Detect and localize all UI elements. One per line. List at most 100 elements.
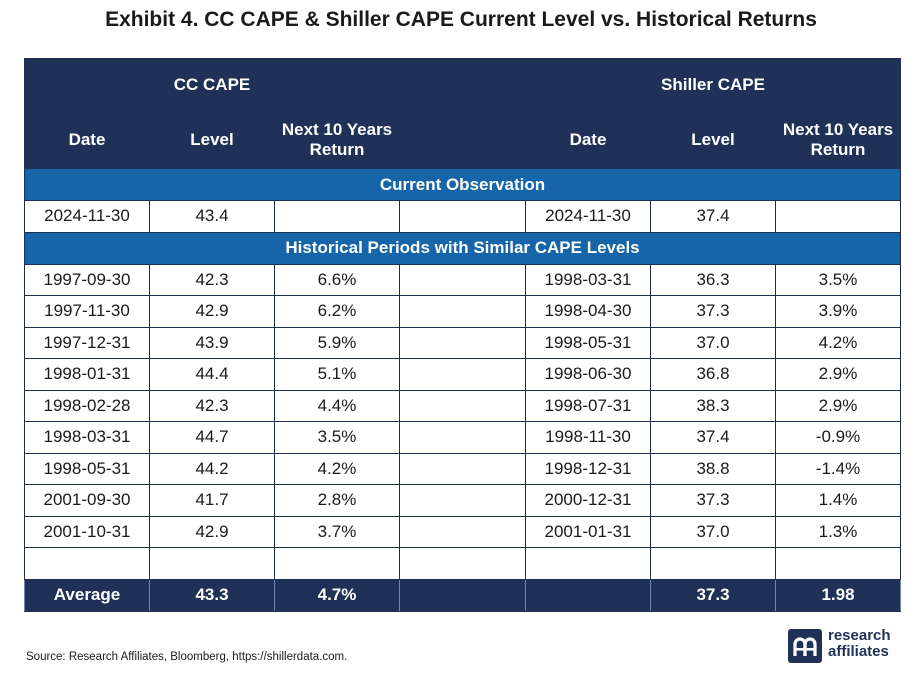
group-header-row: CC CAPE Shiller CAPE — [24, 58, 901, 112]
cc-date-cell: 1998-05-31 — [24, 452, 150, 485]
shiller-return-cell: -0.9% — [775, 421, 901, 454]
cc-date-cell: 1997-11-30 — [24, 295, 150, 328]
shiller-level-cell: 37.3 — [650, 295, 776, 328]
cc-return-header: Next 10 Years Return — [274, 111, 400, 169]
cc-level-header: Level — [149, 111, 275, 169]
average-row: Average 43.3 4.7% 37.3 1.98 — [24, 578, 901, 612]
shiller-date-cell: 1998-06-30 — [525, 358, 651, 391]
shiller-level-cell: 37.3 — [650, 484, 776, 517]
spacer-cell — [399, 515, 526, 548]
shiller-return-cell: 2.9% — [775, 389, 901, 422]
empty-cell — [149, 547, 275, 580]
empty-cell — [24, 547, 150, 580]
shiller-average-return: 1.98 — [775, 578, 901, 612]
shiller-level-cell: 36.8 — [650, 358, 776, 391]
cc-date-cell: 1997-09-30 — [24, 263, 150, 296]
logo-wordmark: research affiliates — [828, 628, 891, 660]
shiller-date-cell: 2001-01-31 — [525, 515, 651, 548]
header-cell-empty — [274, 58, 400, 112]
shiller-level-cell: 37.4 — [650, 421, 776, 454]
spacer-cell — [399, 484, 526, 517]
table-row: 1998-02-28 42.3 4.4% 1998-07-31 38.3 2.9% — [24, 389, 901, 422]
empty-cell — [274, 547, 400, 580]
cc-level-cell: 44.7 — [149, 421, 275, 454]
cc-return-cell: 6.2% — [274, 295, 400, 328]
shiller-date-cell: 1998-05-31 — [525, 326, 651, 359]
empty-cell — [399, 547, 526, 580]
cc-date-cell: 1998-02-28 — [24, 389, 150, 422]
shiller-date-cell: 1998-03-31 — [525, 263, 651, 296]
shiller-date-cell: 1998-07-31 — [525, 389, 651, 422]
empty-cell — [650, 547, 776, 580]
shiller-level-cell: 37.4 — [650, 200, 776, 233]
shiller-date-cell: 1998-04-30 — [525, 295, 651, 328]
spacer-cell — [399, 389, 526, 422]
cc-level-cell: 42.9 — [149, 515, 275, 548]
shiller-return-cell — [775, 200, 901, 233]
header-cell-empty — [399, 58, 526, 112]
spacer-cell — [399, 295, 526, 328]
cc-level-cell: 44.4 — [149, 358, 275, 391]
table-row: 1998-05-31 44.2 4.2% 1998-12-31 38.8 -1.4% — [24, 452, 901, 485]
spacer-cell — [399, 358, 526, 391]
shiller-level-cell: 37.0 — [650, 326, 776, 359]
table-row: 1997-11-30 42.9 6.2% 1998-04-30 37.3 3.9% — [24, 295, 901, 328]
shiller-level-header: Level — [650, 111, 776, 169]
shiller-average-level: 37.3 — [650, 578, 776, 612]
shiller-level-cell: 37.0 — [650, 515, 776, 548]
shiller-level-cell: 38.3 — [650, 389, 776, 422]
table-row: 1997-09-30 42.3 6.6% 1998-03-31 36.3 3.5% — [24, 263, 901, 296]
header-cell-empty — [525, 58, 651, 112]
table-row: 1998-03-31 44.7 3.5% 1998-11-30 37.4 -0.9% — [24, 421, 901, 454]
section-row-historical: Historical Periods with Similar CAPE Lev… — [24, 231, 901, 265]
empty-row — [24, 547, 901, 580]
shiller-date-cell: 1998-12-31 — [525, 452, 651, 485]
shiller-return-cell: -1.4% — [775, 452, 901, 485]
cc-return-cell: 4.2% — [274, 452, 400, 485]
table-row: 1997-12-31 43.9 5.9% 1998-05-31 37.0 4.2% — [24, 326, 901, 359]
cc-return-cell: 6.6% — [274, 263, 400, 296]
shiller-return-cell: 2.9% — [775, 358, 901, 391]
section-label-current: Current Observation — [24, 168, 901, 201]
average-label: Average — [24, 578, 150, 612]
column-header-row: Date Level Next 10 Years Return Date Lev… — [24, 111, 901, 169]
cc-date-cell: 1997-12-31 — [24, 326, 150, 359]
cc-return-cell: 2.8% — [274, 484, 400, 517]
table-row: 2001-09-30 41.7 2.8% 2000-12-31 37.3 1.4% — [24, 484, 901, 517]
shiller-return-cell: 4.2% — [775, 326, 901, 359]
source-note: Source: Research Affiliates, Bloomberg, … — [26, 651, 348, 663]
shiller-level-cell: 36.3 — [650, 263, 776, 296]
shiller-cape-group-header: Shiller CAPE — [650, 58, 776, 112]
spacer-cell — [399, 263, 526, 296]
cc-level-cell: 42.3 — [149, 263, 275, 296]
shiller-return-cell: 1.3% — [775, 515, 901, 548]
research-affiliates-logo: research affiliates — [788, 626, 902, 666]
shiller-return-cell: 1.4% — [775, 484, 901, 517]
spacer-cell — [399, 421, 526, 454]
spacer-cell — [399, 578, 526, 612]
empty-cell — [525, 547, 651, 580]
table-row: 2001-10-31 42.9 3.7% 2001-01-31 37.0 1.3% — [24, 515, 901, 548]
cc-average-level: 43.3 — [149, 578, 275, 612]
spacer-cell — [399, 326, 526, 359]
shiller-date-cell: 2024-11-30 — [525, 200, 651, 233]
cc-return-cell — [274, 200, 400, 233]
section-row-current: Current Observation — [24, 168, 901, 201]
shiller-level-cell: 38.8 — [650, 452, 776, 485]
cc-level-cell: 42.9 — [149, 295, 275, 328]
shiller-date-cell: 1998-11-30 — [525, 421, 651, 454]
shiller-date-header: Date — [525, 111, 651, 169]
cc-return-cell: 5.9% — [274, 326, 400, 359]
shiller-average-date — [525, 578, 651, 612]
empty-cell — [775, 547, 901, 580]
header-cell-empty — [24, 58, 150, 112]
cc-return-cell: 5.1% — [274, 358, 400, 391]
logo-line-2: affiliates — [828, 643, 889, 660]
historical-rows: 1997-09-30 42.3 6.6% 1998-03-31 36.3 3.5% 1997… — [24, 263, 901, 548]
shiller-return-header: Next 10 Years Return — [775, 111, 901, 169]
cc-return-cell: 3.7% — [274, 515, 400, 548]
cc-date-cell: 1998-01-31 — [24, 358, 150, 391]
cc-average-return: 4.7% — [274, 578, 400, 612]
cc-level-cell: 41.7 — [149, 484, 275, 517]
research-affiliates-logo-mark-icon — [788, 629, 822, 663]
